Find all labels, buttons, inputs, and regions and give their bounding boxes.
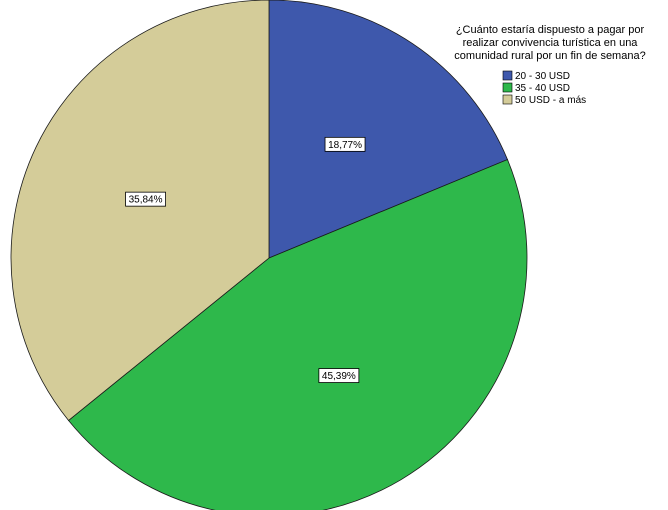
pie-data-label-box-1 — [318, 368, 360, 383]
legend-swatch-50-mas — [502, 94, 513, 105]
pie-data-label-1: 45,39% — [318, 368, 360, 383]
pie-slice-0 — [268, 0, 509, 259]
legend-title-line-2: realizar convivencia turística en una — [463, 37, 639, 49]
pie-data-label-text-0: 18,77% — [328, 140, 362, 151]
pie-slice-1 — [68, 159, 528, 510]
legend-swatch-20-30 — [502, 70, 513, 81]
pie-data-label-0: 18,77% — [324, 136, 366, 152]
legend-label-20-30: 20 - 30 USD — [515, 71, 570, 82]
legend-swatch-35-40 — [502, 82, 513, 93]
pie-data-label-text-2: 35,84% — [129, 195, 163, 206]
pie-data-label-text-1: 45,39% — [322, 371, 356, 382]
legend-title-line-1: ¿Cuánto estaría dispuesto a pagar por — [456, 24, 645, 36]
legend-label-50-mas: 50 USD - a más — [515, 95, 586, 106]
pie-slices — [10, 0, 528, 510]
legend-label-35-40: 35 - 40 USD — [515, 83, 570, 94]
pie-data-label-box-0 — [324, 136, 366, 152]
pie-data-labels: 18,77% 45,39% 35,84% — [125, 136, 366, 383]
pie-data-label-box-2 — [125, 191, 166, 207]
legend-title-line-3: comunidad rural por un fin de semana? — [454, 50, 645, 62]
legend: ¿Cuánto estaría dispuesto a pagar por re… — [454, 24, 645, 106]
pie-slice-2 — [10, 0, 270, 422]
pie-data-label-2: 35,84% — [125, 191, 166, 207]
